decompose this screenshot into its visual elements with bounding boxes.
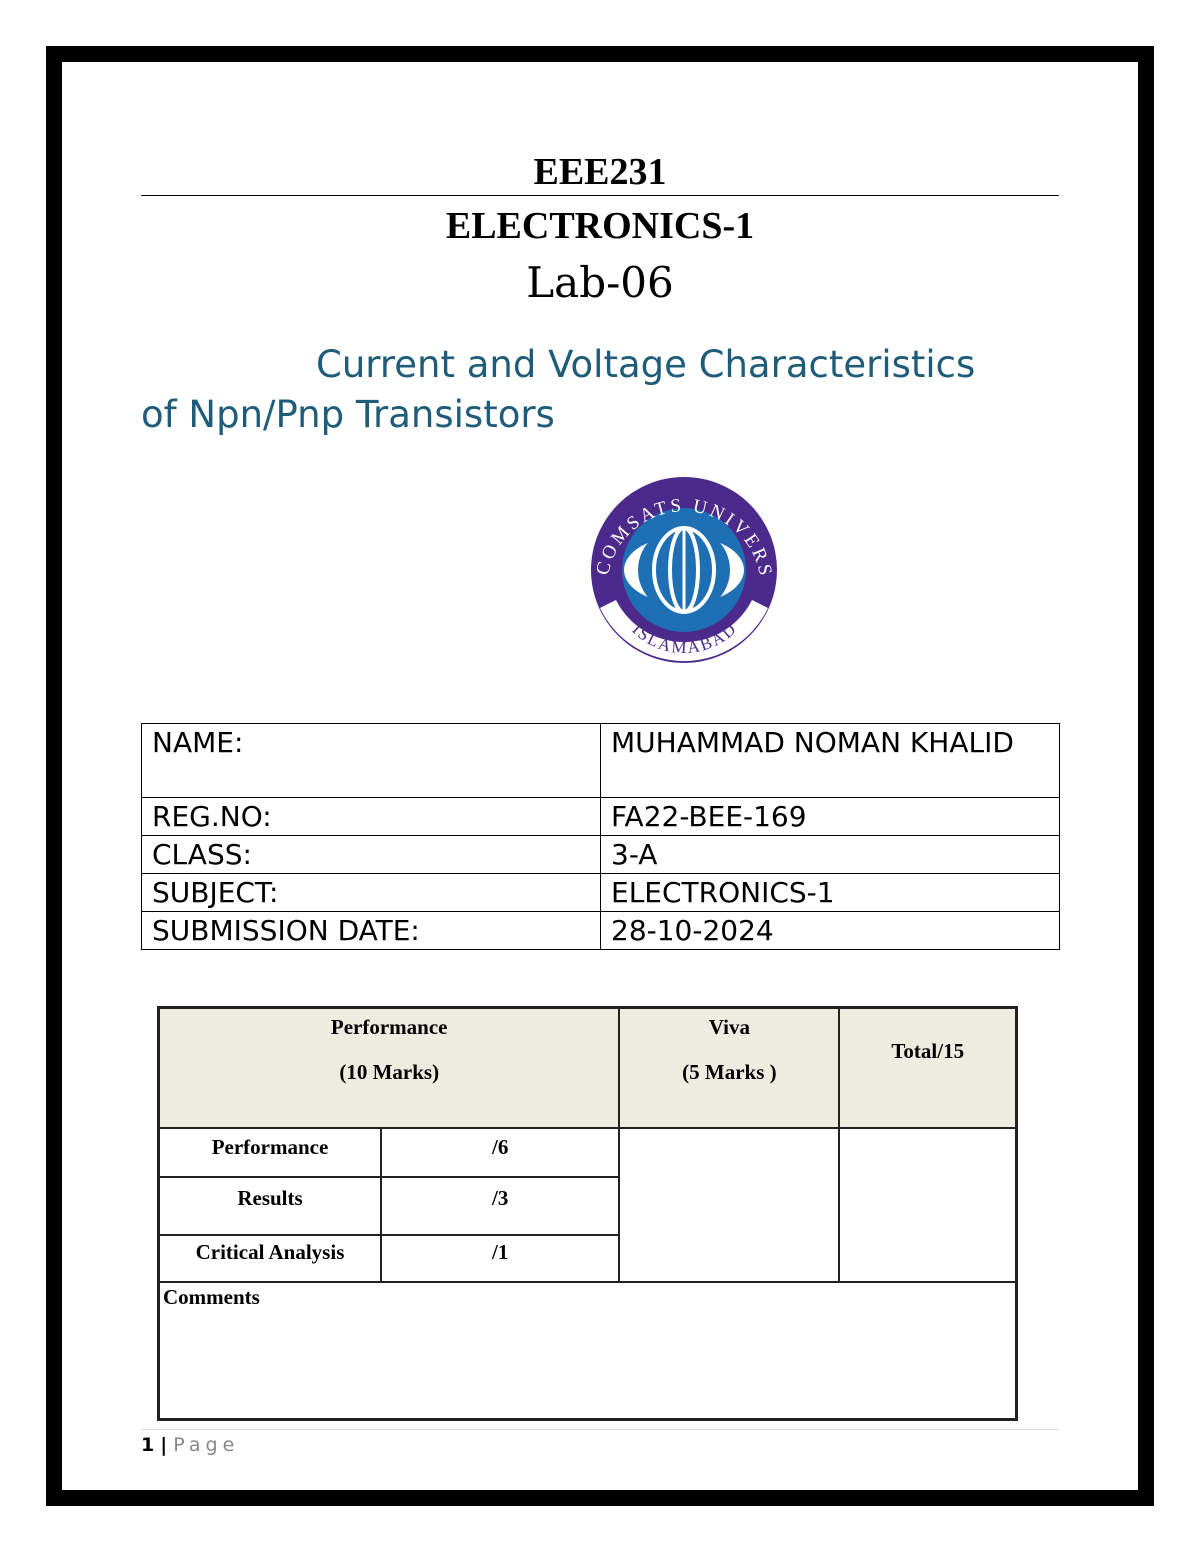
table-row: Performance /6 — [157, 1127, 1018, 1283]
footer-separator: | — [160, 1434, 168, 1456]
info-label: SUBMISSION DATE: — [141, 911, 601, 950]
info-label: NAME: — [141, 723, 601, 798]
info-label: CLASS: — [141, 835, 601, 874]
viva-header: Viva — [708, 1015, 751, 1039]
page-number: 1 — [141, 1434, 155, 1456]
info-label: REG.NO: — [141, 797, 601, 836]
lab-title-line2: of Npn/Pnp Transistors — [141, 393, 555, 436]
comments-row: Comments — [157, 1281, 1018, 1420]
performance-marks: (10 Marks) — [339, 1060, 440, 1084]
table-row: NAME: MUHAMMAD NOMAN KHALID — [141, 723, 1060, 798]
info-value: MUHAMMAD NOMAN KHALID — [600, 723, 1060, 798]
course-name: ELECTRONICS-1 — [445, 205, 755, 247]
info-value: 3-A — [600, 835, 1060, 874]
table-row: SUBMISSION DATE: 28-10-2024 — [141, 911, 1060, 950]
info-label: SUBJECT: — [141, 873, 601, 912]
row-label: Results — [157, 1176, 382, 1236]
lab-title-line1: Current and Voltage Characteristics — [316, 343, 976, 386]
row-max: /1 — [379, 1234, 621, 1283]
footer-divider — [141, 1429, 1059, 1430]
row-max: /6 — [379, 1127, 621, 1178]
marks-table: Performance (10 Marks) Viva (5 Marks ) Tot… — [157, 1006, 1018, 1421]
info-value: ELECTRONICS-1 — [600, 873, 1060, 912]
page-border — [46, 46, 1154, 1506]
table-row: Critical Analysis /1 — [157, 1234, 1017, 1283]
row-label: Critical Analysis — [157, 1234, 382, 1283]
performance-header: Performance — [330, 1015, 448, 1039]
info-value: 28-10-2024 — [600, 911, 1060, 950]
comments-label: Comments — [157, 1281, 1018, 1420]
info-value: FA22-BEE-169 — [600, 797, 1060, 836]
table-row: REG.NO: FA22-BEE-169 — [141, 797, 1060, 836]
student-info-table: NAME: MUHAMMAD NOMAN KHALID REG.NO: FA22-B… — [141, 723, 1060, 950]
course-code: EEE231 — [533, 151, 667, 193]
viva-marks: (5 Marks ) — [682, 1060, 777, 1084]
table-row: SUBJECT: ELECTRONICS-1 — [141, 873, 1060, 912]
title-divider — [141, 195, 1059, 196]
university-logo: COMSATS UNIVERSITY ISLAMABAD — [580, 466, 777, 663]
lab-number: Lab-06 — [526, 258, 674, 307]
row-label: Performance — [157, 1127, 382, 1178]
table-row: CLASS: 3-A — [141, 835, 1060, 874]
table-row: Results /3 — [157, 1176, 1017, 1236]
page-label: Page — [173, 1434, 240, 1456]
viva-score-cell[interactable] — [618, 1127, 841, 1283]
marks-header-row: Performance (10 Marks) Viva (5 Marks ) Tot… — [157, 1006, 1018, 1129]
total-score-cell[interactable] — [838, 1127, 1018, 1283]
total-header: Total/15 — [838, 1006, 1018, 1129]
page-footer: 1 | Page — [141, 1434, 239, 1456]
row-max: /3 — [379, 1176, 621, 1236]
